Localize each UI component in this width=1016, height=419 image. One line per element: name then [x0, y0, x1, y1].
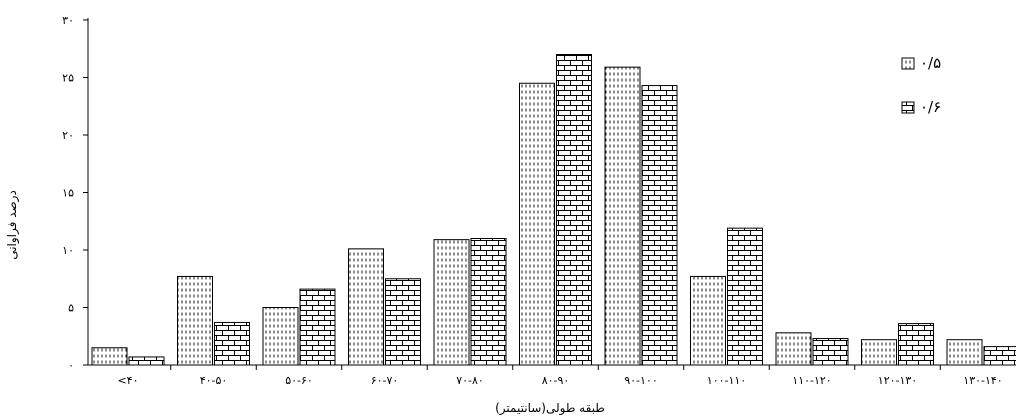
x-tick-label: ۱۱۰-۱۲۰ [792, 374, 831, 387]
x-tick-label: <۴۰ [117, 374, 138, 387]
y-axis: ۰ ۵ ۱۰ ۱۵ ۲۰ ۲۵ ۳۰ [62, 14, 89, 372]
x-tick-label: ۴۰-۵۰ [200, 374, 228, 387]
bar-series-1 [519, 82, 555, 366]
bar-series-2 [641, 85, 678, 366]
y-tick-label: ۰ [68, 359, 74, 372]
x-tick-label: ۷۰-۸۰ [456, 374, 484, 387]
legend-swatch [901, 101, 915, 114]
x-axis-title: طبقه طولی(سانتیمتر) [495, 401, 605, 416]
y-tick-label: ۵ [68, 302, 74, 315]
x-tick-label: ۵۰-۶۰ [285, 374, 313, 387]
bar-series-1 [348, 248, 384, 366]
x-tick-label: ۱۰۰-۱۱۰ [707, 374, 746, 387]
bar-series-2 [214, 321, 250, 366]
legend-label: ۰/۵ [920, 54, 941, 72]
bar-series-1 [433, 239, 470, 366]
bar-series-2 [385, 278, 421, 366]
x-tick-label: ۹۰-۱۰۰ [624, 374, 658, 387]
bar-series-1 [861, 339, 897, 366]
x-axis: <۴۰ ۴۰-۵۰ ۵۰-۶۰ ۶۰-۷۰ ۷۰-۸۰ ۸۰-۹۰ ۹۰-۱۰۰ ۱۰۰-۱۱… [88, 364, 1016, 387]
y-tick-label: ۱۵ [62, 187, 74, 200]
legend: ۰/۵ ۰/۶ [901, 54, 941, 116]
bars-group [91, 54, 1016, 366]
bar-series-2 [128, 356, 165, 366]
bar-series-1 [775, 332, 812, 366]
y-axis-title: درصد فراوانی [5, 190, 20, 260]
bar-series-1 [177, 275, 213, 366]
bar-series-2 [470, 238, 507, 366]
bar-series-1 [946, 339, 983, 366]
legend-label: ۰/۶ [920, 98, 941, 116]
bar-series-2 [812, 338, 849, 366]
y-tick-label: ۳۰ [62, 14, 74, 27]
x-tick-label: ۱۲۰-۱۳۰ [878, 374, 917, 387]
bar-series-1 [262, 307, 299, 366]
bar-series-1 [91, 347, 128, 366]
legend-swatch [901, 57, 915, 70]
bar-series-1 [690, 275, 726, 366]
bar-series-2 [983, 346, 1016, 366]
bar-series-2 [898, 323, 934, 366]
x-tick-label: ۸۰-۹۰ [542, 374, 570, 387]
bar-series-2 [299, 288, 336, 366]
bar-series-1 [604, 66, 641, 366]
bar-series-2 [556, 54, 592, 366]
x-tick-label: ۱۳۰-۱۴۰ [963, 374, 1002, 387]
y-tick-label: ۱۰ [62, 244, 74, 257]
bar-series-2 [727, 227, 763, 366]
y-tick-label: ۲۵ [62, 72, 74, 85]
x-tick-label: ۶۰-۷۰ [371, 374, 399, 387]
y-tick-label: ۲۰ [62, 129, 74, 142]
